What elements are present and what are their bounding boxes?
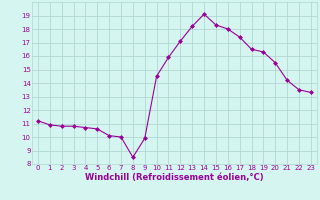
X-axis label: Windchill (Refroidissement éolien,°C): Windchill (Refroidissement éolien,°C) <box>85 173 264 182</box>
